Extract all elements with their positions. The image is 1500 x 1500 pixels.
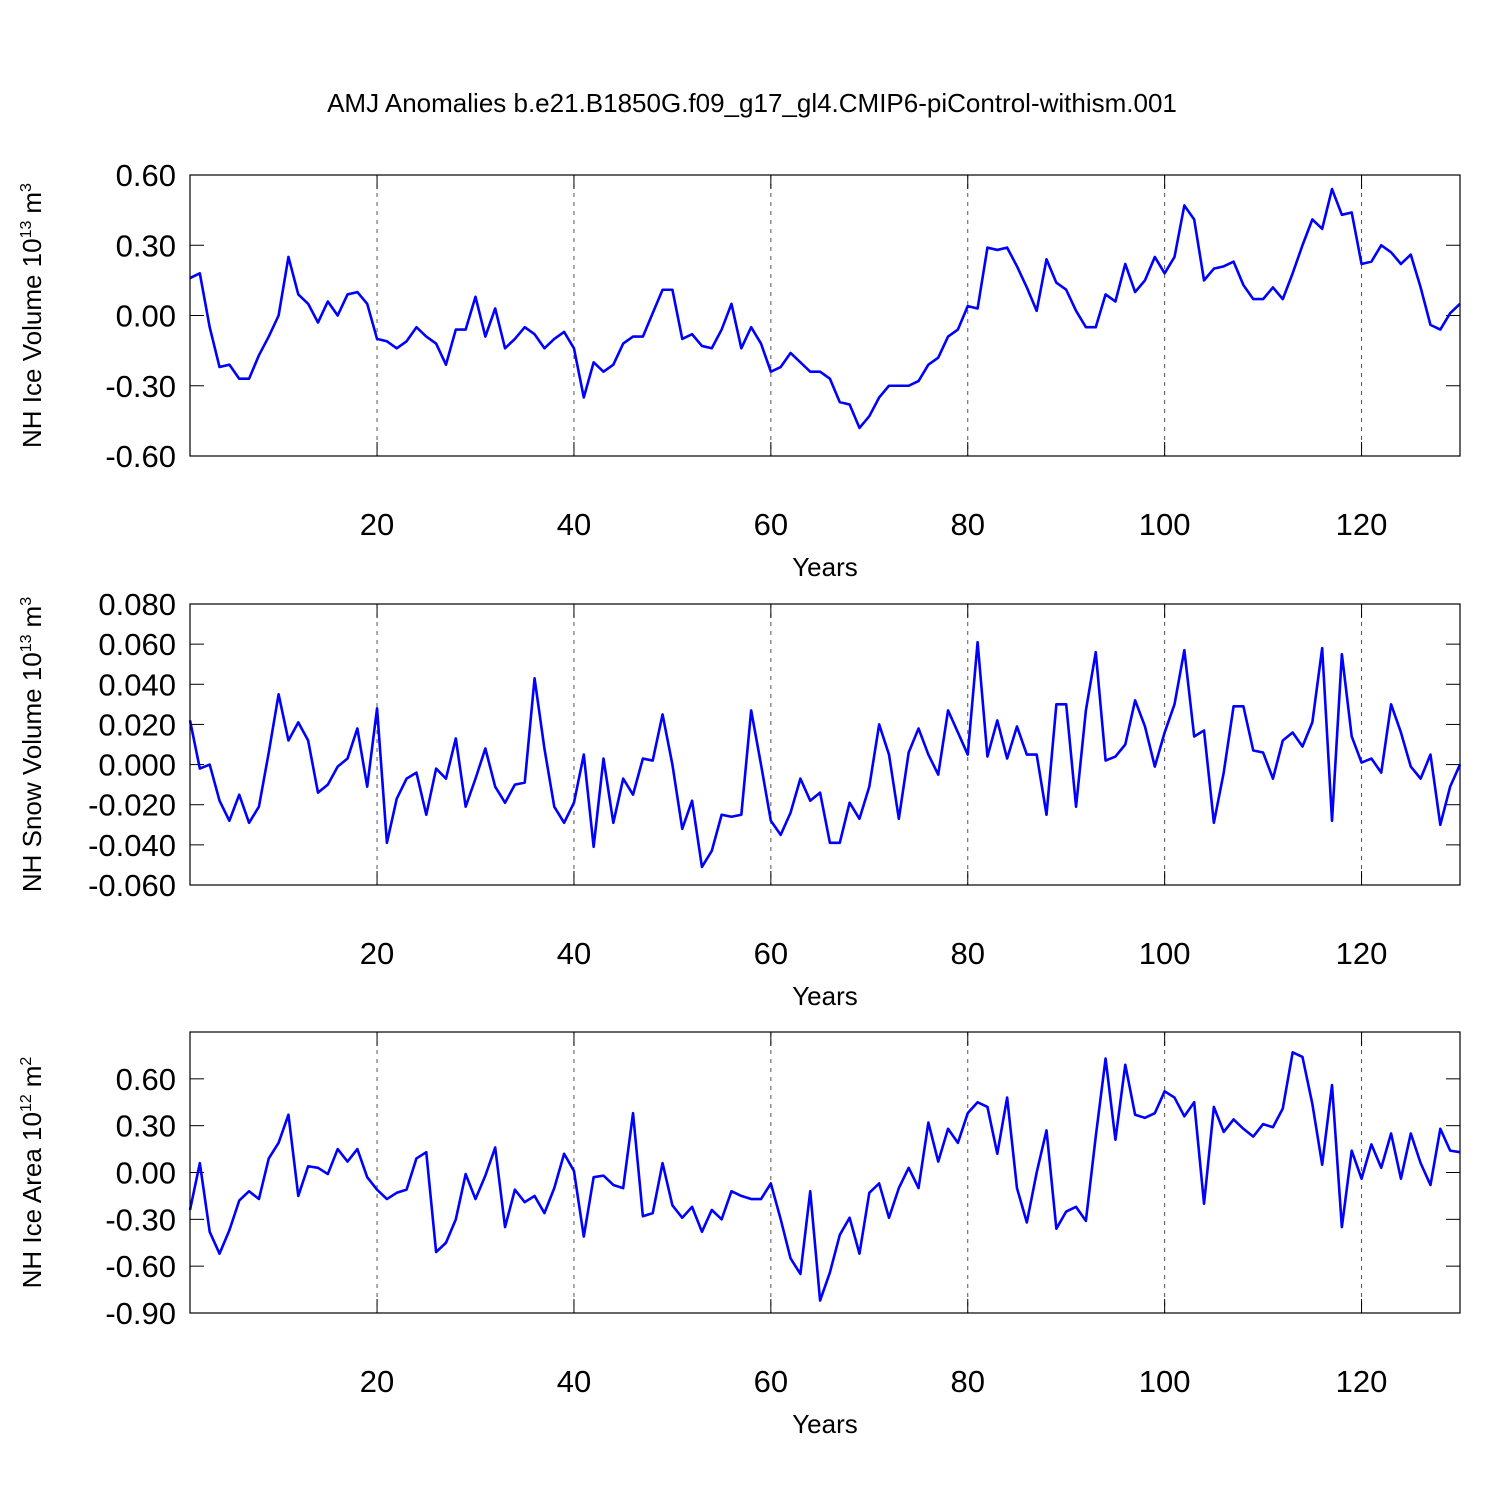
y-tick-label: 0.30 (116, 228, 176, 263)
y-tick-label: 0.060 (98, 627, 176, 662)
panel: 20 40 60 80 100 120 -0.060 -0.040 -0.020 0.000 0.0… (17, 587, 1462, 1011)
data-line (189, 187, 1461, 430)
x-tick-label: 100 (1139, 1364, 1191, 1399)
y-tick-label: 0.080 (98, 587, 176, 622)
x-tick-label: 80 (951, 507, 985, 542)
y-tick-label: 0.00 (116, 299, 176, 334)
y-tick-label: 0.60 (116, 1062, 176, 1097)
y-axis-label-text: NH Ice Volume 10 (17, 238, 47, 448)
y-axis-label-exp: 12 (18, 1094, 35, 1112)
y-axis-label-exp: 13 (18, 634, 35, 652)
y-axis-label-unit-exp: 3 (18, 597, 35, 606)
y-tick-label: -0.60 (105, 1249, 176, 1284)
x-axis-label: Years (792, 1409, 858, 1439)
y-axis-label-text: NH Ice Area 10 (17, 1112, 47, 1288)
data-line (188, 640, 1462, 869)
y-axis-label: NH Snow Volume 1013 m3 (17, 597, 47, 892)
y-tick-label: 0.040 (98, 667, 176, 702)
y-axis-label-unit: m (17, 1066, 47, 1088)
plot-frame (189, 1031, 1461, 1314)
data-line (188, 1050, 1461, 1302)
x-axis-label: Years (792, 981, 858, 1011)
x-tick-label: 100 (1139, 507, 1191, 542)
y-tick-label: -0.30 (105, 369, 176, 404)
y-tick-label: 0.020 (98, 707, 176, 742)
x-tick-label: 60 (754, 507, 788, 542)
x-tick-label: 120 (1336, 507, 1388, 542)
y-tick-label: -0.040 (88, 828, 176, 863)
plot-frame (189, 174, 1461, 457)
y-tick-label: -0.90 (105, 1296, 176, 1331)
y-axis-label-unit: m (17, 192, 47, 214)
panel: 20 40 60 80 100 120 -0.90 -0.60 -0.30 0.00 0.30 0.6… (17, 1031, 1461, 1439)
x-tick-label: 40 (557, 1364, 591, 1399)
x-tick-label: 80 (951, 1364, 985, 1399)
x-tick-label: 20 (360, 1364, 394, 1399)
y-tick-label: 0.30 (116, 1109, 176, 1144)
y-tick-label: -0.60 (105, 439, 176, 474)
panel: AMJ Anomalies b.e21.B1850G.f09_g17_gl4.C… (17, 88, 1461, 582)
y-axis-label: NH Ice Area 1012 m2 (17, 1057, 47, 1289)
x-tick-label: 120 (1336, 936, 1388, 971)
x-tick-label: 60 (754, 1364, 788, 1399)
x-tick-label: 20 (360, 507, 394, 542)
x-tick-label: 20 (360, 936, 394, 971)
x-tick-label: 80 (951, 936, 985, 971)
x-tick-label: 100 (1139, 936, 1191, 971)
y-axis-label-unit-exp: 2 (18, 1057, 35, 1066)
x-tick-label: 40 (557, 507, 591, 542)
y-tick-label: 0.60 (116, 158, 176, 193)
y-tick-label: -0.020 (88, 788, 176, 823)
y-axis-label-text: NH Snow Volume 10 (17, 652, 47, 892)
x-tick-label: 40 (557, 936, 591, 971)
y-axis-label: NH Ice Volume 1013 m3 (17, 183, 47, 448)
y-axis-label-unit: m (17, 606, 47, 628)
chart-title: AMJ Anomalies b.e21.B1850G.f09_g17_gl4.C… (327, 88, 1177, 118)
y-tick-label: -0.060 (88, 868, 176, 903)
x-tick-label: 120 (1336, 1364, 1388, 1399)
y-tick-label: 0.00 (116, 1156, 176, 1191)
y-axis-label-unit-exp: 3 (18, 183, 35, 192)
y-tick-label: 0.000 (98, 748, 176, 783)
y-tick-label: -0.30 (105, 1202, 176, 1237)
x-tick-label: 60 (754, 936, 788, 971)
x-axis-label: Years (792, 552, 858, 582)
y-axis-label-exp: 13 (18, 221, 35, 239)
plot-frame (189, 603, 1461, 886)
